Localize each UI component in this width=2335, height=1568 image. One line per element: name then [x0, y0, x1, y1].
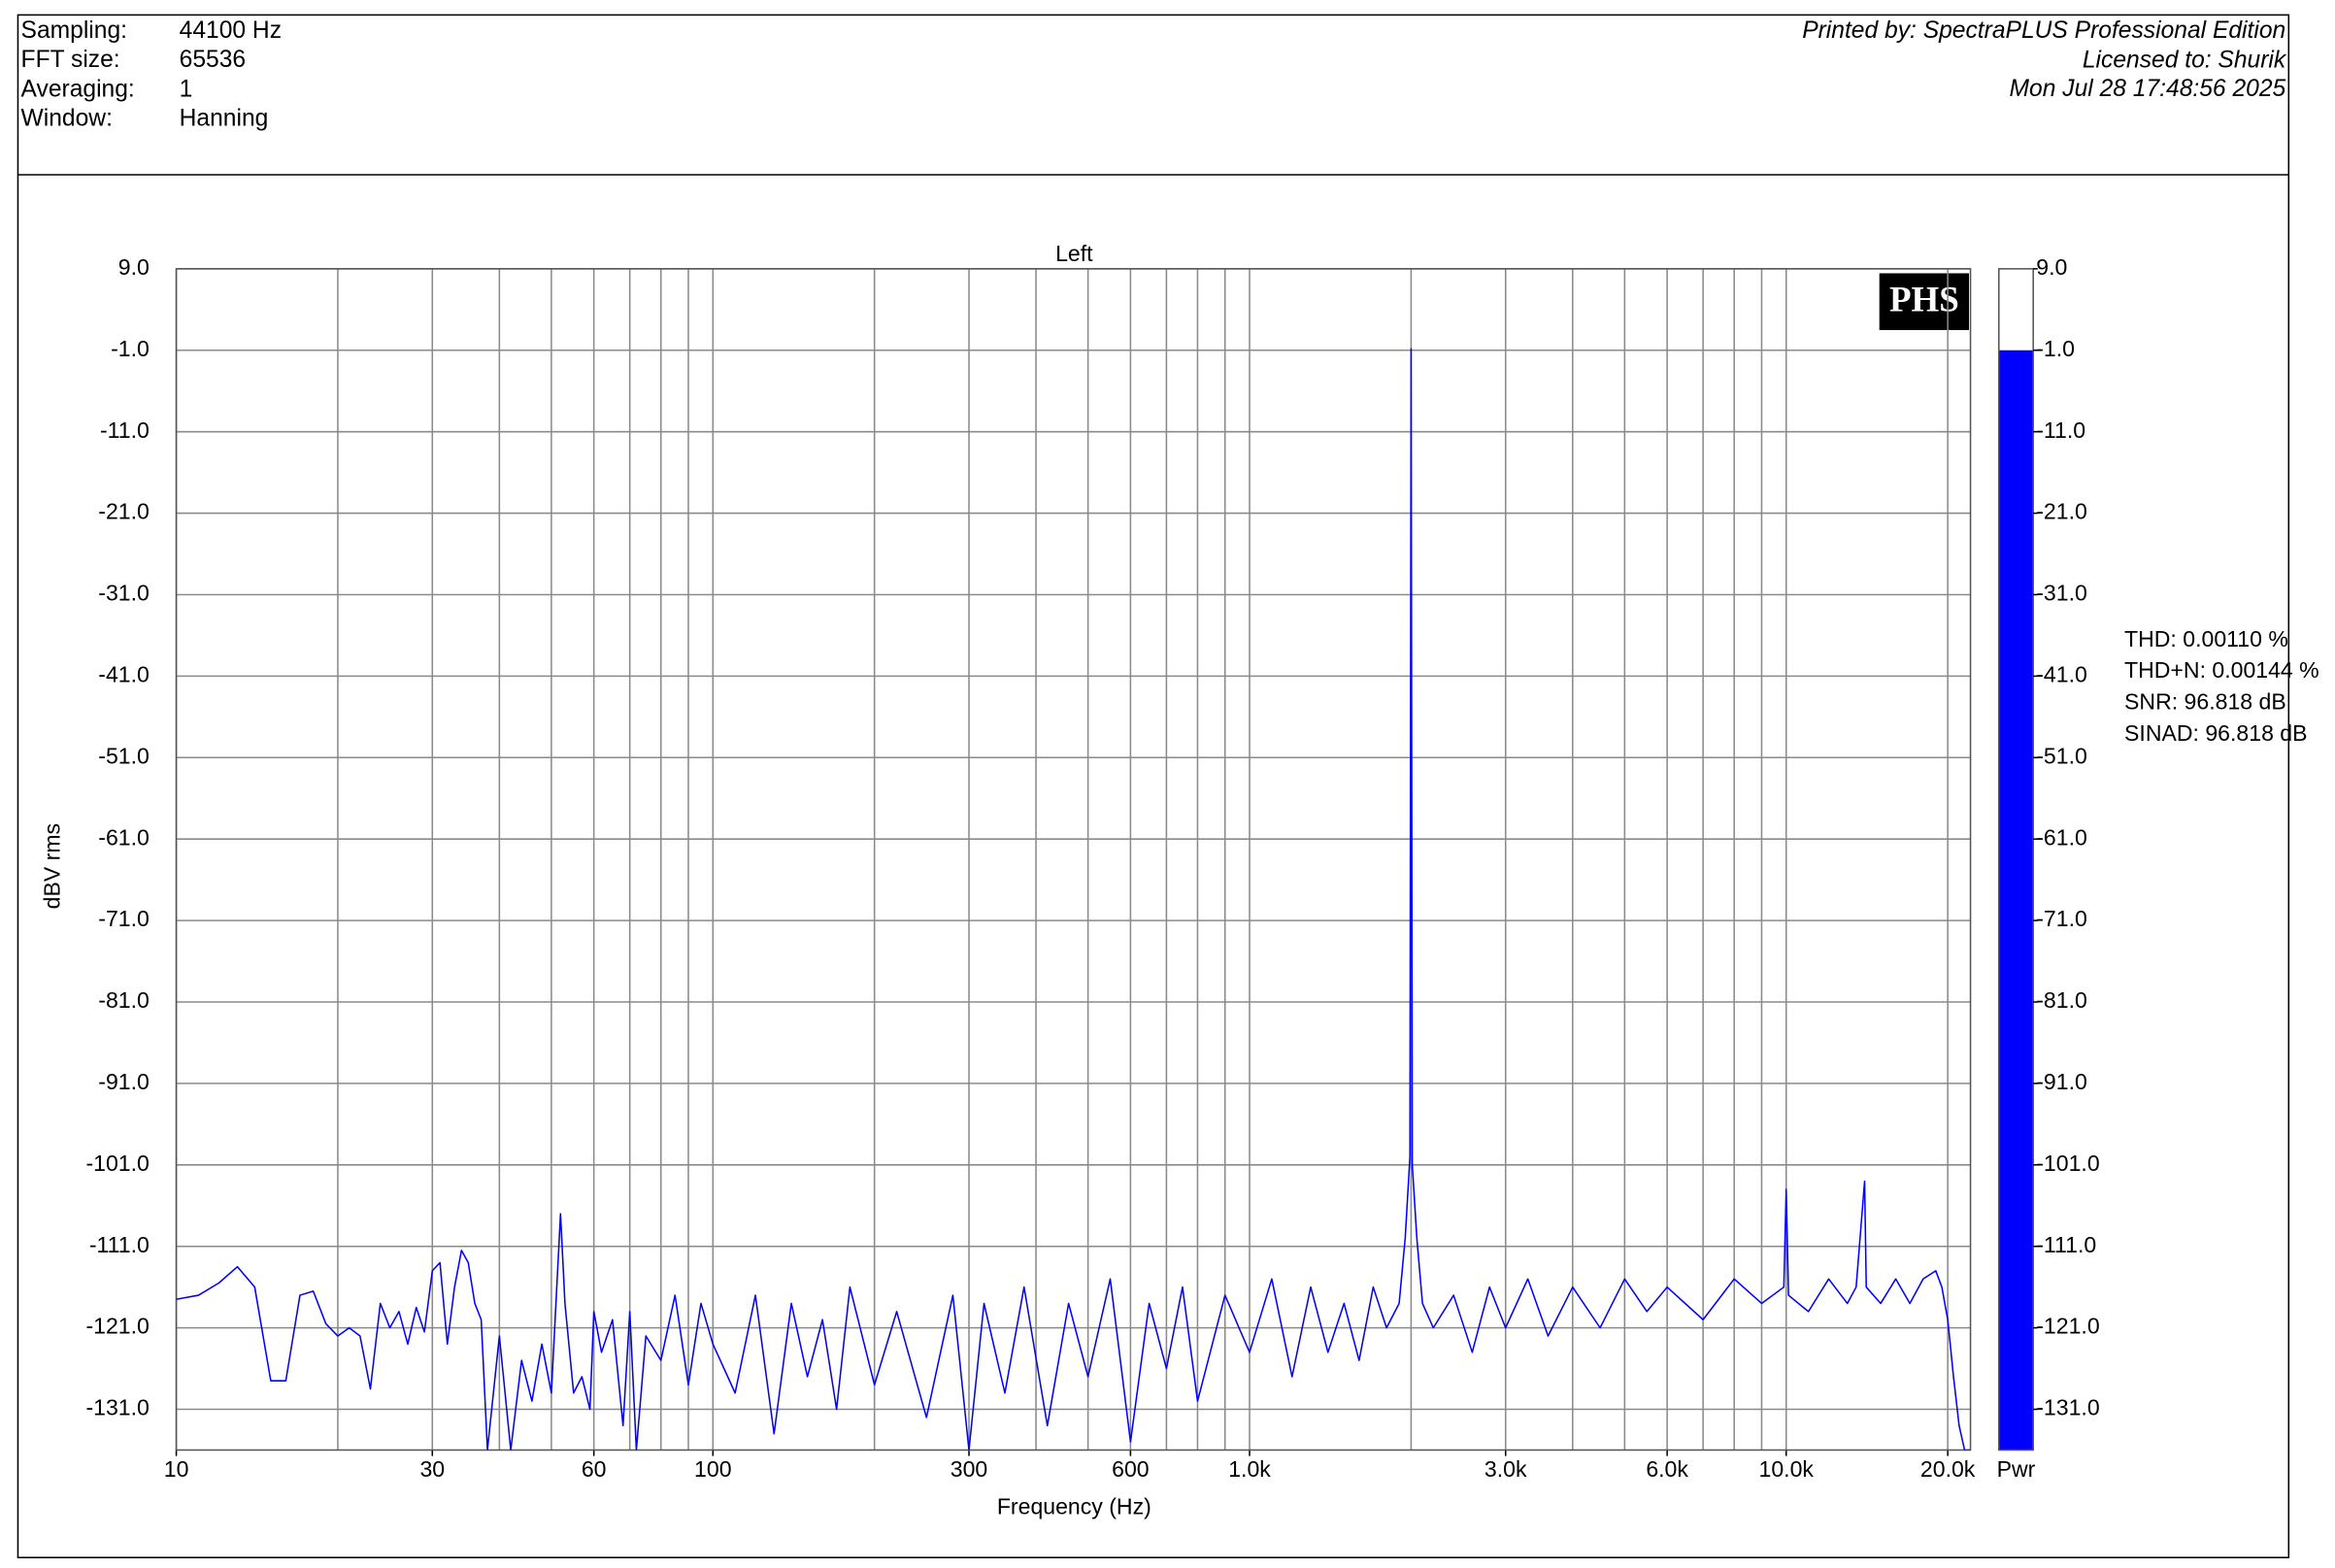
meter-tick-label: -91.0: [2036, 1069, 2087, 1094]
meter-bar: [1998, 350, 2034, 1451]
meter-tick-label: -51.0: [2036, 743, 2087, 768]
meter-tick-label: -21.0: [2036, 499, 2087, 524]
x-tick-label: 300: [951, 1456, 987, 1482]
meter-tick-label: -131.0: [2036, 1395, 2099, 1420]
x-tick-label: 10.0k: [1759, 1456, 1815, 1482]
header-label: Averaging:: [21, 76, 135, 102]
y-tick-label: -1.0: [111, 336, 150, 361]
header-label: FFT size:: [21, 47, 120, 73]
meter-frame: [1998, 268, 2034, 1451]
meter-tick-label: -111.0: [2036, 1232, 2096, 1257]
print-date: Mon Jul 28 17:48:56 2025: [2010, 76, 2286, 102]
x-tick-label: 1.0k: [1228, 1456, 1271, 1482]
page-border: [17, 14, 2290, 1559]
meter-tick-label: -81.0: [2036, 987, 2087, 1013]
logo: PHS: [1889, 280, 1959, 319]
x-tick-label: 30: [419, 1456, 445, 1482]
header-value: 44100 Hz: [180, 17, 282, 44]
y-tick-label: -121.0: [85, 1314, 149, 1339]
plot-area: [176, 348, 1971, 1451]
x-tick-label: 60: [582, 1456, 607, 1482]
x-tick-label: 20.0k: [1920, 1456, 1976, 1482]
x-tick-label: 600: [1112, 1456, 1149, 1482]
y-tick-label: -51.0: [98, 743, 150, 768]
meter-tick-label: -1.0: [2036, 336, 2075, 361]
y-tick-label: -131.0: [85, 1395, 149, 1420]
meter-tick-label: -61.0: [2036, 824, 2087, 850]
plot-frame: [175, 268, 1972, 1451]
meter-tick-label: -41.0: [2036, 661, 2087, 686]
y-tick-label: -71.0: [98, 906, 150, 931]
meter-tick-label: 9.0: [2036, 254, 2067, 280]
licensed-to: Licensed to: Shurik: [2083, 48, 2287, 74]
y-tick-label: -21.0: [98, 499, 150, 524]
y-tick-label: -91.0: [98, 1069, 150, 1094]
header-value: 65536: [180, 47, 246, 73]
y-axis-label: dBV rms: [39, 823, 64, 909]
printed-by: Printed by: SpectraPLUS Professional Edi…: [1802, 17, 2285, 44]
meter-tick-label: -101.0: [2036, 1151, 2099, 1176]
y-tick-label: -31.0: [98, 581, 150, 606]
meter-tick-label: -11.0: [2036, 417, 2085, 443]
spectrum-line: [176, 348, 1971, 1451]
meter-tick-label: -31.0: [2036, 581, 2087, 606]
y-tick-label: -101.0: [85, 1151, 149, 1176]
x-tick-label: 10: [164, 1456, 189, 1482]
header-label: Sampling:: [21, 17, 127, 44]
y-tick-label: -61.0: [98, 824, 150, 850]
y-tick-label: -11.0: [100, 417, 150, 443]
measurement: THD: 0.00110 %: [2124, 626, 2288, 651]
y-tick-label: -81.0: [98, 987, 150, 1013]
logo-box: [1879, 273, 1970, 330]
x-tick-label: 6.0k: [1646, 1456, 1688, 1482]
x-tick-label: 3.0k: [1484, 1456, 1527, 1482]
chart-title: Left: [1055, 241, 1093, 266]
header-label: Window:: [21, 106, 113, 132]
x-tick-label: 100: [694, 1456, 731, 1482]
meter-label: Pwr: [1997, 1456, 2036, 1482]
header-value: 1: [180, 76, 193, 102]
y-tick-label: -41.0: [98, 661, 150, 686]
y-tick-label: 9.0: [118, 254, 150, 280]
measurement: SNR: 96.818 dB: [2124, 689, 2286, 715]
measurement: SINAD: 96.818 dB: [2124, 720, 2307, 746]
x-axis-label: Frequency (Hz): [997, 1494, 1151, 1519]
measurement: THD+N: 0.00144 %: [2124, 657, 2319, 683]
header-value: Hanning: [180, 106, 269, 132]
meter-tick-label: -71.0: [2036, 906, 2087, 931]
y-tick-label: -111.0: [89, 1232, 150, 1257]
meter-tick-label: -121.0: [2036, 1314, 2099, 1339]
